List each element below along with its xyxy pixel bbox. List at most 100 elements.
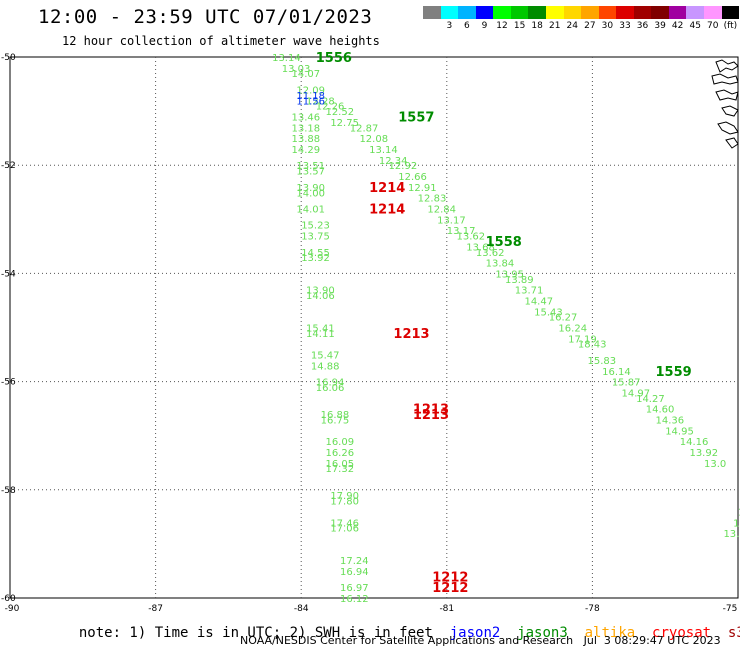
x-tick-label: -75	[723, 604, 738, 614]
wave-height-value: 17.32	[325, 464, 354, 475]
wave-height-value: 16.06	[316, 383, 345, 394]
color-scale-label: 45	[689, 21, 701, 31]
color-scale-label: 21	[548, 21, 561, 31]
color-scale-label: 3	[446, 21, 453, 31]
color-swatch	[704, 6, 722, 19]
color-scale-label: 27	[584, 21, 596, 31]
color-swatch	[651, 6, 669, 19]
wave-height-value: 16.05	[325, 459, 354, 470]
wave-height-value: 14.60	[646, 405, 675, 416]
wave-height-value: 14.00	[296, 188, 325, 199]
pass-number-label: 1212	[432, 570, 468, 585]
wave-height-value: 13.17	[447, 226, 476, 237]
wave-height-value: 16.24	[558, 324, 587, 335]
color-scale-label: 18	[531, 21, 543, 31]
wave-height-value: 14.01	[296, 204, 325, 215]
y-tick-label: -52	[1, 161, 16, 171]
color-scale-label: 15	[513, 21, 526, 31]
wave-height-value: 17.24	[340, 556, 369, 567]
color-swatch	[616, 6, 634, 19]
color-scale-label: 39	[654, 21, 666, 31]
coastline-segment	[715, 89, 739, 101]
pass-number-label: 1556	[316, 51, 352, 66]
wave-height-value: 11.56	[296, 96, 325, 107]
wave-height-value: 12.68	[733, 518, 740, 529]
color-scale-label: 70	[707, 21, 719, 31]
wave-height-value: 15.47	[311, 351, 340, 362]
wave-height-value: 13.92	[689, 448, 718, 459]
color-swatch	[545, 6, 564, 19]
wave-height-value: 12.87	[350, 123, 379, 134]
color-swatch	[458, 6, 476, 19]
pass-number-label: 1213	[393, 327, 429, 342]
color-swatch	[423, 6, 441, 19]
color-scale-labels: 3 6 9 12 15 18 21 24 27 30 33 36 39 42 45 70 (ft)	[423, 21, 739, 31]
wave-height-value: 13.90	[296, 183, 325, 194]
wave-height-value: 12.26	[316, 102, 345, 113]
wave-height-value: 11.18	[296, 91, 325, 102]
wave-height-value: 13.71	[515, 286, 544, 297]
x-tick-label: -81	[439, 604, 454, 614]
color-swatch	[493, 6, 511, 19]
wave-height-value: 17.46	[330, 518, 359, 529]
wave-height-value: 14.29	[291, 145, 320, 156]
wave-height-value: 12.92	[389, 161, 418, 172]
wave-height-value: 14.06	[306, 291, 335, 302]
color-swatch	[598, 6, 617, 19]
wave-height-value: 13.90	[306, 286, 335, 297]
wave-height-value: 14.97	[622, 388, 651, 399]
color-scale-legend: 3 6 9 12 15 18 21 24 27 30 33 36 39 42 45 70 (ft)	[423, 6, 740, 36]
color-scale-label: 9	[481, 21, 488, 31]
wave-height-value: 13.18	[291, 123, 320, 134]
satellite-legend: jason2 jason3 altika cryosat s3a	[433, 625, 740, 641]
wave-height-value: 13.03	[282, 64, 311, 75]
wave-height-value: 14.36	[655, 415, 684, 426]
color-swatch	[581, 6, 599, 19]
y-tick-label: -60	[1, 594, 16, 604]
color-swatch	[475, 6, 494, 19]
wave-height-value: 12.75	[330, 118, 359, 129]
wave-height-value: 17.19	[568, 334, 597, 345]
x-tick-label: -87	[148, 604, 163, 614]
wave-height-value: 13.88	[291, 134, 320, 145]
wave-height-value: 16.14	[602, 367, 631, 378]
wave-height-value: 13.68	[466, 242, 495, 253]
coastline-segment	[721, 105, 739, 117]
color-swatch	[510, 6, 529, 19]
satellite-name-altika: altika	[567, 625, 636, 641]
color-scale-label: 30	[601, 21, 614, 31]
wave-height-value: 14.27	[636, 394, 665, 405]
wave-height-value: 14.11	[306, 329, 335, 340]
wave-height-value: 13.51	[296, 161, 325, 172]
wave-height-value: 15.41	[306, 324, 335, 335]
wave-height-value: 16.94	[340, 567, 369, 578]
pass-number-label: 1557	[398, 111, 434, 126]
color-scale-label: 33	[619, 21, 631, 31]
wave-height-value: 13.89	[505, 275, 534, 286]
color-scale-label: 6	[464, 21, 470, 31]
pass-number-label: 1214	[369, 202, 405, 217]
x-tick-label: -90	[5, 604, 20, 614]
wave-height-value: 16.09	[325, 437, 354, 448]
wave-height-value: 13.57	[296, 167, 325, 178]
color-scale-label: 24	[566, 21, 578, 31]
wave-height-value: 14.88	[311, 361, 340, 372]
wave-height-value: 17.80	[330, 497, 359, 508]
wave-height-value: 16.27	[549, 313, 578, 324]
plot-frame	[9, 56, 739, 599]
y-tick-label: -56	[1, 378, 16, 388]
wave-height-value: 15.43	[534, 307, 563, 318]
footer-note: note: 1) Time is in UTC; 2) SWH is in fe…	[78, 625, 433, 641]
wave-height-value: 12.83	[418, 194, 447, 205]
wave-height-value: 18.43	[578, 340, 607, 351]
color-swatch	[668, 6, 687, 19]
satellite-name-s3a: s3a	[727, 625, 740, 641]
coastline-segment	[711, 73, 739, 85]
wave-height-value: 12.52	[325, 107, 354, 118]
x-tick-label: -84	[294, 604, 309, 614]
wave-height-value: 12.09	[296, 85, 325, 96]
wave-height-value: 12.34	[379, 156, 408, 167]
wave-height-value: 13.59	[723, 529, 740, 540]
x-tick-label: -78	[585, 604, 600, 614]
wave-height-value: 14.07	[291, 69, 320, 80]
